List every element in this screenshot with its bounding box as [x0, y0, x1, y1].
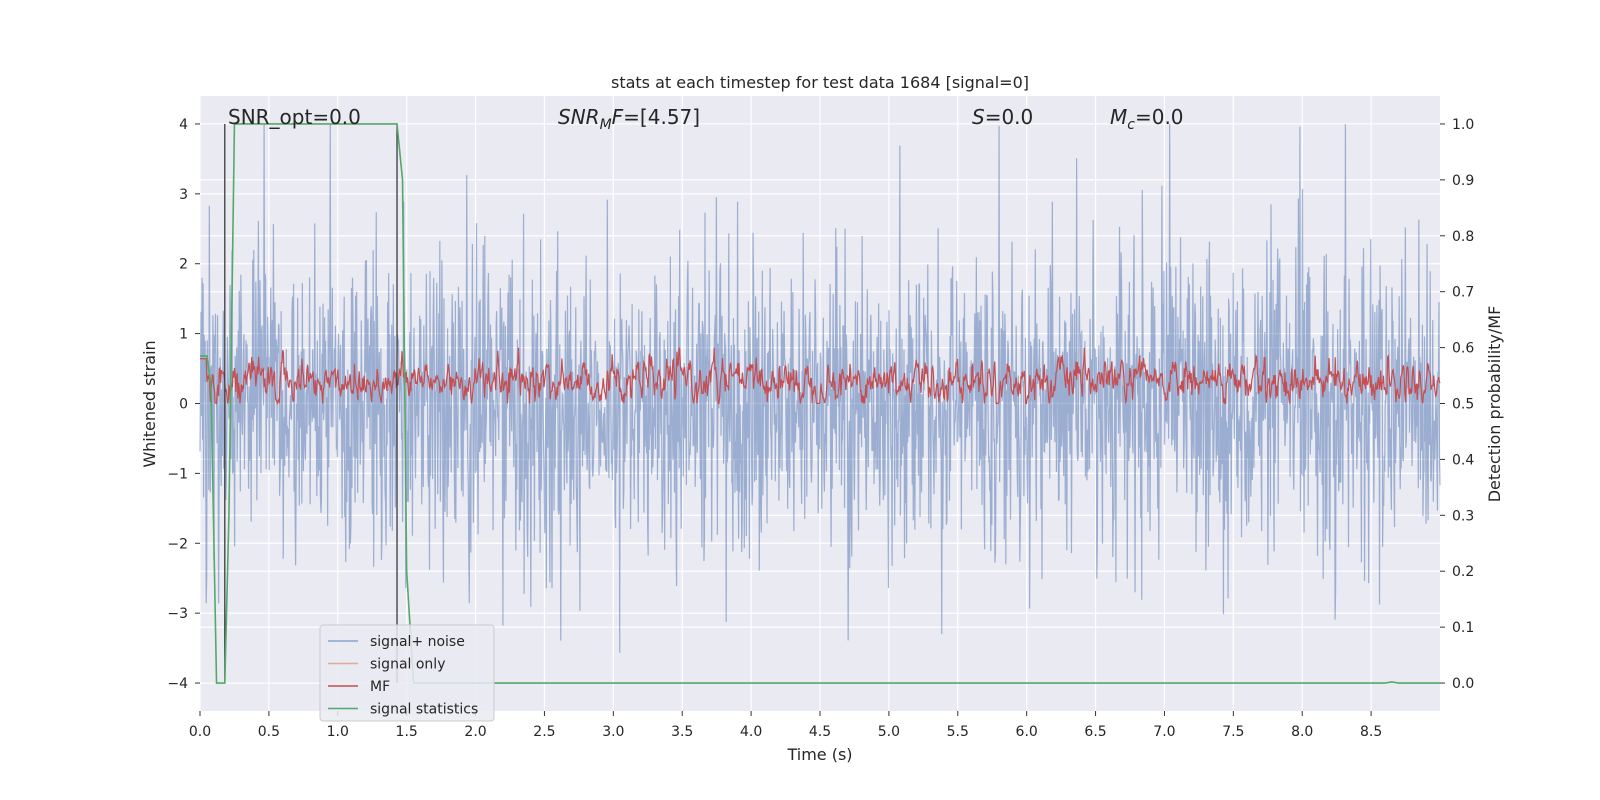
signal-statistics-series: [200, 123, 1440, 684]
y2-tick-label: 0.2: [1452, 564, 1474, 580]
y2-tick-label: 1.0: [1452, 117, 1474, 133]
y2-tick-labels: 1.0 0.9 0.8 0.7 0.6 0.5 0.4 0.3 0.2 0.1 0.0: [1440, 117, 1474, 692]
x-axis-label: Time (s): [786, 745, 852, 764]
y-tick-label: −2: [167, 536, 188, 552]
x-tick-label: 5.0: [878, 724, 900, 740]
x-tick-label: 8.5: [1360, 724, 1382, 740]
y-tick-label: 1: [179, 327, 188, 343]
y-tick-label: −4: [167, 676, 188, 692]
y2-tick-label: 0.5: [1452, 397, 1474, 413]
mf-line: [200, 347, 1441, 406]
y-tick-label: 3: [179, 187, 188, 203]
legend-label: signal+ noise: [370, 634, 465, 650]
x-tick-label: 0.5: [258, 724, 280, 740]
y2-tick-label: 0.7: [1452, 285, 1474, 301]
snr-mf-annotation: SNRMF=[4.57]: [558, 105, 700, 133]
s-annotation: S=0.0: [972, 105, 1033, 129]
y-tick-label: 4: [179, 117, 188, 133]
x-tick-label: 1.5: [396, 724, 418, 740]
y-axis-label: Whitened strain: [140, 340, 159, 467]
y2-tick-label: 0.1: [1452, 620, 1474, 636]
x-tick-label: 4.0: [740, 724, 762, 740]
x-tick-label: 2.0: [464, 724, 486, 740]
x-tick-label: 6.5: [1084, 724, 1106, 740]
x-tick-label: 2.5: [533, 724, 555, 740]
y2-tick-label: 0.8: [1452, 229, 1474, 245]
x-tick-label: 0.0: [189, 724, 211, 740]
y-tick-label: 2: [179, 257, 188, 273]
mc-annotation: Mc=0.0: [1110, 105, 1184, 133]
legend-label: signal statistics: [370, 702, 478, 718]
y2-axis-label: Detection probability/MF: [1485, 306, 1504, 503]
y2-tick-label: 0.4: [1452, 452, 1474, 468]
y2-tick-label: 0.3: [1452, 508, 1474, 524]
signal-statistics-line: [200, 123, 1440, 684]
y-tick-label: 0: [179, 397, 188, 413]
x-tick-label: 3.5: [671, 724, 693, 740]
x-tick-label: 1.0: [327, 724, 349, 740]
x-tick-label: 7.0: [1153, 724, 1175, 740]
mf-series: [200, 347, 1441, 406]
y2-tick-label: 0.9: [1452, 173, 1474, 189]
x-tick-labels: 0.0 0.5 1.0 1.5 2.0 2.5 3.0 3.5 4.0 4.5 5.0 5.5 6.0 6…: [189, 711, 1382, 740]
y2-tick-label: 0.6: [1452, 341, 1474, 357]
legend: signal+ noise signal only MF signal statist…: [319, 624, 495, 722]
vertical-markers: [224, 123, 398, 684]
x-tick-label: 6.0: [1016, 724, 1038, 740]
chart-title: stats at each timestep for test data 168…: [611, 73, 1029, 92]
x-tick-label: 3.0: [602, 724, 624, 740]
legend-label: signal only: [370, 657, 445, 673]
y-tick-label: −3: [167, 606, 188, 622]
y2-tick-label: 0.0: [1452, 676, 1474, 692]
x-tick-label: 8.0: [1291, 724, 1313, 740]
legend-box: [319, 624, 495, 722]
snr-opt-annotation: SNR_opt=0.0: [228, 105, 361, 129]
x-tick-label: 7.5: [1222, 724, 1244, 740]
y-tick-label: −1: [167, 466, 188, 482]
x-tick-label: 4.5: [809, 724, 831, 740]
legend-label: MF: [370, 679, 390, 695]
x-tick-label: 5.5: [947, 724, 969, 740]
y-tick-labels: 4 3 2 1 0 −1 −2 −3 −4: [167, 117, 200, 692]
